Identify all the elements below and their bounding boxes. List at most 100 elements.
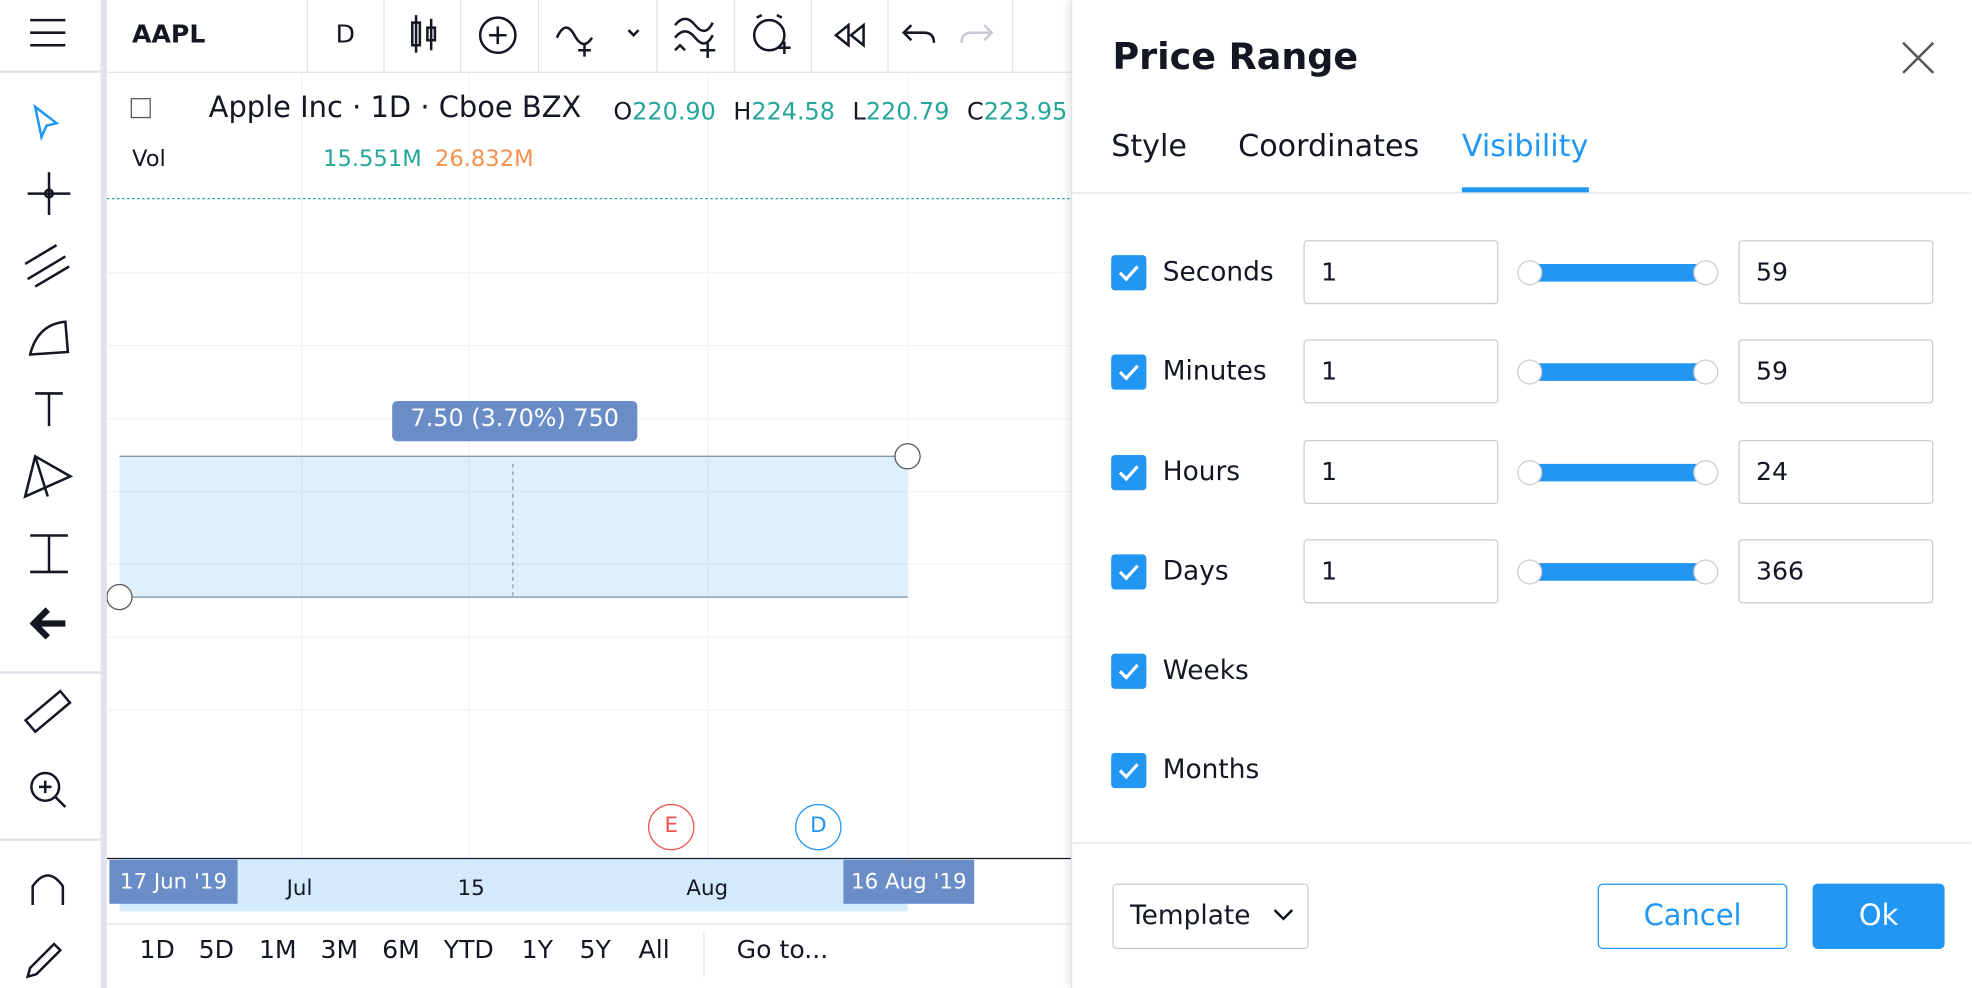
symbol[interactable]: AAPL: [131, 18, 206, 50]
indicators-button[interactable]: [555, 26, 594, 57]
timeframe-button[interactable]: 3M: [320, 933, 359, 965]
from-input[interactable]: 1: [1303, 439, 1499, 505]
template-text: Template: [1130, 900, 1251, 931]
earnings-marker[interactable]: [647, 803, 695, 851]
checkmark: [1118, 663, 1139, 680]
redo-button[interactable]: [960, 24, 994, 43]
checkbox[interactable]: [1111, 354, 1147, 390]
timeframe-button[interactable]: YTD: [443, 933, 494, 965]
menu-icon[interactable]: [30, 18, 66, 47]
slider-thumb[interactable]: [1693, 260, 1719, 286]
templates-button[interactable]: [674, 17, 716, 58]
dialog-title: Price Range: [1112, 35, 1359, 78]
slider-thumb[interactable]: [1517, 559, 1543, 585]
alert-button[interactable]: [752, 13, 791, 55]
to-input[interactable]: 24: [1738, 439, 1934, 505]
timeframe-button[interactable]: 1M: [258, 933, 297, 965]
pattern-tool[interactable]: [23, 454, 74, 499]
ohlc-label: L: [852, 98, 866, 126]
back-tool[interactable]: [29, 607, 66, 640]
dialog: [1070, 0, 1971, 988]
text-tool[interactable]: [35, 392, 63, 427]
checkbox[interactable]: [1111, 455, 1147, 491]
slider-thumb[interactable]: [1517, 359, 1543, 385]
ohlc: O220.90 H224.58 L220.79 C223.95: [613, 98, 1067, 126]
timeframe-button[interactable]: 1Y: [521, 933, 554, 965]
slider-track[interactable]: [1529, 363, 1706, 381]
goto-button[interactable]: Go to...: [736, 933, 829, 965]
dropdown-arrow: [1273, 909, 1294, 921]
template-dropdown[interactable]: [1112, 883, 1309, 950]
slider-track[interactable]: [1529, 263, 1706, 282]
dropdown[interactable]: [627, 29, 640, 37]
slider-track[interactable]: [1529, 463, 1706, 482]
slider-thumb[interactable]: [1693, 559, 1719, 585]
timeframe-button[interactable]: 5D: [198, 933, 234, 965]
row-label: Hours: [1162, 456, 1241, 487]
chart-pane: [106, 71, 1071, 977]
toolbar-divider: [100, 0, 107, 988]
zoom-tool[interactable]: [30, 771, 67, 808]
ohlc-label: H: [733, 98, 752, 126]
to-input[interactable]: 59: [1738, 240, 1934, 305]
cursor-tool[interactable]: [33, 103, 60, 142]
from-input[interactable]: 1: [1303, 339, 1499, 404]
x-tick-label: 15: [457, 876, 485, 902]
end-date: 16 Aug '19: [851, 869, 967, 895]
checkmark: [1118, 265, 1139, 282]
close-button[interactable]: [1901, 40, 1936, 75]
timeframe-button[interactable]: 5Y: [579, 933, 611, 965]
earnings-text: E: [664, 813, 678, 839]
range-handle[interactable]: [894, 443, 921, 470]
checkbox[interactable]: [1111, 255, 1147, 291]
ok-button[interactable]: Ok: [1812, 883, 1945, 950]
undo-button[interactable]: [902, 24, 936, 43]
ohlc-value: 220.90: [632, 98, 716, 126]
checkbox[interactable]: [1111, 653, 1147, 689]
measure-tool[interactable]: [30, 534, 68, 574]
slider-thumb[interactable]: [1517, 260, 1543, 286]
range-handle[interactable]: [106, 583, 133, 611]
row-label: Days: [1162, 555, 1229, 586]
end-date-box: [843, 859, 975, 904]
to-input[interactable]: 59: [1738, 339, 1934, 404]
tab[interactable]: Style: [1111, 128, 1187, 164]
checkbox[interactable]: [1111, 752, 1147, 789]
checkbox[interactable]: [1111, 554, 1147, 590]
volume-ma: 26.832M: [434, 145, 534, 173]
magnet-tool[interactable]: [31, 874, 65, 906]
lock-tool[interactable]: [25, 942, 63, 979]
start-date: 17 Jun '19: [119, 869, 228, 895]
timeframe-button[interactable]: All: [638, 933, 670, 965]
x-tick-label: Aug: [686, 876, 729, 902]
tab[interactable]: Coordinates: [1238, 128, 1420, 164]
trend-tool[interactable]: [24, 244, 70, 288]
from-input[interactable]: 1: [1303, 539, 1499, 604]
chart-type-button[interactable]: [411, 15, 437, 53]
tab[interactable]: Visibility: [1461, 128, 1589, 164]
from-input[interactable]: 1: [1303, 240, 1499, 305]
slider-thumb[interactable]: [1693, 460, 1719, 486]
cancel-button[interactable]: Cancel: [1597, 883, 1788, 950]
slider-thumb[interactable]: [1693, 359, 1719, 385]
start-date-box: [109, 859, 238, 904]
interval[interactable]: D: [335, 18, 355, 50]
ohlc-value: 220.79: [865, 98, 950, 126]
to-input[interactable]: 366: [1738, 539, 1934, 604]
slider-thumb[interactable]: [1517, 460, 1543, 486]
timeframe-button[interactable]: 6M: [382, 933, 420, 965]
ruler-tool[interactable]: [23, 689, 72, 734]
checkmark: [1118, 564, 1139, 581]
replay-button[interactable]: [833, 22, 865, 48]
legend-title[interactable]: Apple Inc · 1D · Cboe BZX: [208, 91, 582, 125]
slider-track[interactable]: [1529, 563, 1706, 581]
crosshair-tool[interactable]: [27, 172, 71, 215]
collapse-button[interactable]: [130, 98, 151, 119]
compare-button[interactable]: [478, 16, 517, 55]
volume-label[interactable]: Vol: [131, 145, 166, 173]
timeframe-button[interactable]: 1D: [139, 933, 175, 965]
top-toolbar: [106, 0, 1071, 73]
dividend-marker[interactable]: [795, 803, 842, 851]
brush-tool[interactable]: [28, 320, 70, 356]
ohlc-label: C: [967, 98, 984, 126]
